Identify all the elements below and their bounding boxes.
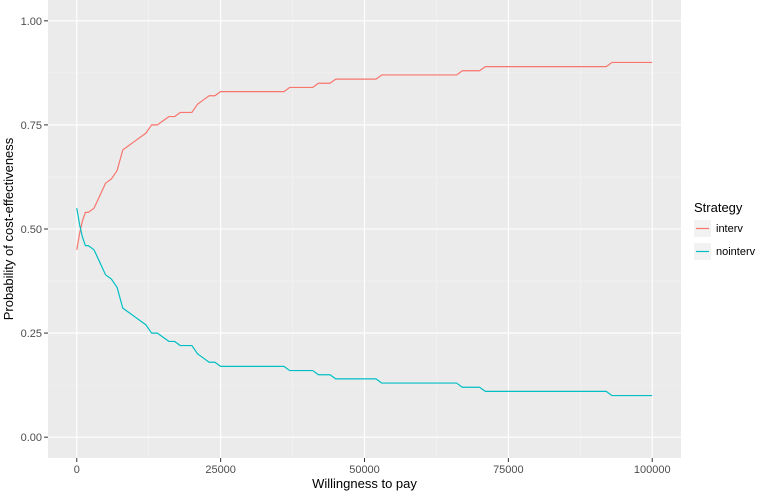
x-tick-label: 75000	[493, 464, 524, 476]
x-tick-label: 100000	[634, 464, 671, 476]
x-axis: 0 25000 50000 75000 100000	[74, 458, 671, 476]
x-tick-label: 25000	[205, 464, 236, 476]
legend: Strategy interv nointerv	[694, 200, 756, 260]
y-tick-label: 0.75	[21, 120, 42, 132]
major-gridlines	[48, 0, 681, 458]
series-line-nointerv	[76, 208, 653, 397]
y-axis: 0.00 0.25 0.50 0.75 1.00	[21, 16, 48, 444]
series-layer	[76, 61, 653, 397]
legend-label-interv: interv	[716, 223, 743, 235]
legend-label-nointerv: nointerv	[716, 246, 756, 258]
y-axis-title: Probability of cost-effectiveness	[1, 137, 16, 320]
legend-title: Strategy	[694, 200, 743, 215]
x-tick-label: 0	[74, 464, 80, 476]
y-tick-label: 0.50	[21, 224, 42, 236]
y-tick-label: 1.00	[21, 16, 42, 28]
series-line-interv	[76, 61, 653, 250]
y-tick-label: 0.25	[21, 328, 42, 340]
x-axis-title: Willingness to pay	[312, 476, 417, 491]
y-tick-label: 0.00	[21, 432, 42, 444]
x-tick-label: 50000	[349, 464, 380, 476]
